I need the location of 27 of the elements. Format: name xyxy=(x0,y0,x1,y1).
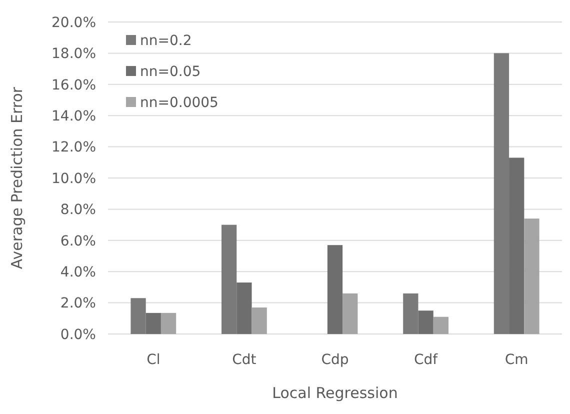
bar xyxy=(342,293,358,334)
y-tick-label: 18.0% xyxy=(52,46,96,62)
y-tick-label: 8.0% xyxy=(60,202,96,218)
legend-label: nn=0.2 xyxy=(140,32,192,49)
y-axis-title: Average Prediction Error xyxy=(8,86,26,270)
y-tick-label: 14.0% xyxy=(52,108,96,124)
x-tick-label: Cdp xyxy=(321,352,349,368)
y-tick-label: 20.0% xyxy=(52,14,96,31)
legend-label: nn=0.0005 xyxy=(140,94,218,111)
y-tick-label: 16.0% xyxy=(52,77,96,94)
bar xyxy=(327,245,343,334)
y-tick-label: 12.0% xyxy=(52,140,96,156)
x-tick-label: Cdf xyxy=(414,352,439,368)
y-tick-label: 4.0% xyxy=(60,264,96,280)
bar xyxy=(252,307,267,334)
legend-label: nn=0.05 xyxy=(140,64,201,80)
x-tick-label: Cl xyxy=(146,352,160,368)
x-axis-title: Local Regression xyxy=(272,384,398,402)
y-tick-label: 10.0% xyxy=(52,170,96,187)
x-tick-label: Cm xyxy=(504,352,528,368)
y-tick-label: 0.0% xyxy=(60,326,96,343)
x-tick-label: Cdt xyxy=(232,352,257,368)
bar xyxy=(524,218,540,334)
y-tick-label: 2.0% xyxy=(60,296,96,312)
y-tick-label: 6.0% xyxy=(60,233,96,250)
bar xyxy=(160,312,176,334)
bar xyxy=(433,316,448,334)
